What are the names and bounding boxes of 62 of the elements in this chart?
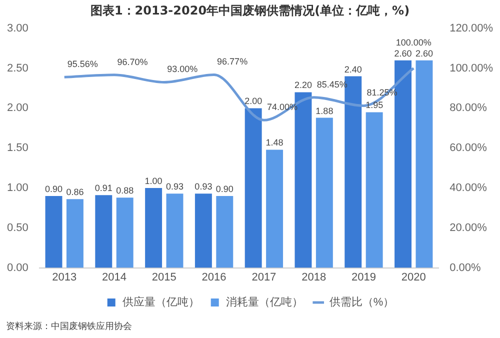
bar xyxy=(366,112,383,268)
bar xyxy=(66,199,84,268)
data-label: 1.88 xyxy=(316,106,334,116)
data-label: 100.00% xyxy=(396,37,432,48)
y-tick-label: 0.00 xyxy=(6,262,28,274)
x-tick-label: 2018 xyxy=(302,271,326,284)
data-label: 1.95 xyxy=(366,100,384,110)
y-tick-label: 1.50 xyxy=(6,142,28,154)
legend-label: 供需比（%） xyxy=(329,296,394,309)
y-tick-label: 1.00 xyxy=(6,182,28,194)
data-label: 0.90 xyxy=(44,184,63,194)
y-tick-label: 2.50 xyxy=(6,62,28,74)
y2-tick-label: 0.00% xyxy=(450,262,481,274)
y-tick-label: 2.00 xyxy=(6,102,28,114)
legend-label: 消耗量（亿吨） xyxy=(226,296,303,309)
data-label: 95.56% xyxy=(67,59,98,70)
data-label: 0.90 xyxy=(216,184,234,194)
bar xyxy=(416,60,433,268)
x-tick-label: 2019 xyxy=(351,271,376,284)
x-tick-label: 2020 xyxy=(401,271,426,284)
data-label: 1.00 xyxy=(144,176,162,186)
data-label: 2.60 xyxy=(394,48,412,58)
x-tick-label: 2016 xyxy=(202,271,226,284)
y2-tick-label: 120.00% xyxy=(450,22,494,34)
x-tick-label: 2013 xyxy=(52,271,77,284)
bar xyxy=(194,194,212,268)
data-label: 2.20 xyxy=(294,80,312,90)
x-tick-label: 2014 xyxy=(102,271,126,284)
y2-tick-label: 20.00% xyxy=(450,222,488,234)
data-label: 0.86 xyxy=(66,187,84,198)
bar xyxy=(45,196,62,268)
y2-tick-label: 40.00% xyxy=(450,182,488,194)
data-label: 93.00% xyxy=(167,64,198,74)
data-label: 2.00 xyxy=(244,96,262,106)
legend-label: 供应量（亿吨） xyxy=(122,296,200,309)
x-tick-label: 2017 xyxy=(252,271,276,284)
y-tick-label: 0.50 xyxy=(6,222,28,234)
bar xyxy=(266,150,284,268)
bar xyxy=(316,118,333,268)
y2-tick-label: 60.00% xyxy=(450,142,488,154)
bar xyxy=(116,198,134,268)
data-label: 96.77% xyxy=(217,56,248,67)
data-label: 0.93 xyxy=(166,182,184,192)
bar xyxy=(95,195,112,268)
chart-title: 图表1：2013-2020年中国废钢供需情况(单位：亿吨，%) xyxy=(90,3,410,18)
y-tick-label: 3.00 xyxy=(6,22,28,34)
line-series xyxy=(63,67,415,122)
data-label: 0.93 xyxy=(194,182,212,192)
bar xyxy=(166,194,184,268)
data-label: 1.48 xyxy=(266,138,284,148)
text: 资料来源：中国废钢铁应用协会 xyxy=(5,320,133,334)
x-tick-label: 2015 xyxy=(152,271,176,284)
bar xyxy=(216,196,234,268)
data-label: 0.88 xyxy=(116,186,134,196)
data-label: 2.60 xyxy=(415,48,434,58)
bar xyxy=(244,108,262,268)
bar xyxy=(145,188,162,268)
y2-tick-label: 80.00% xyxy=(450,102,488,114)
y2-tick-label: 100.00% xyxy=(450,62,494,74)
data-label: 0.91 xyxy=(94,183,112,194)
data-label: 2.40 xyxy=(344,64,362,74)
data-label: 96.70% xyxy=(117,56,148,67)
